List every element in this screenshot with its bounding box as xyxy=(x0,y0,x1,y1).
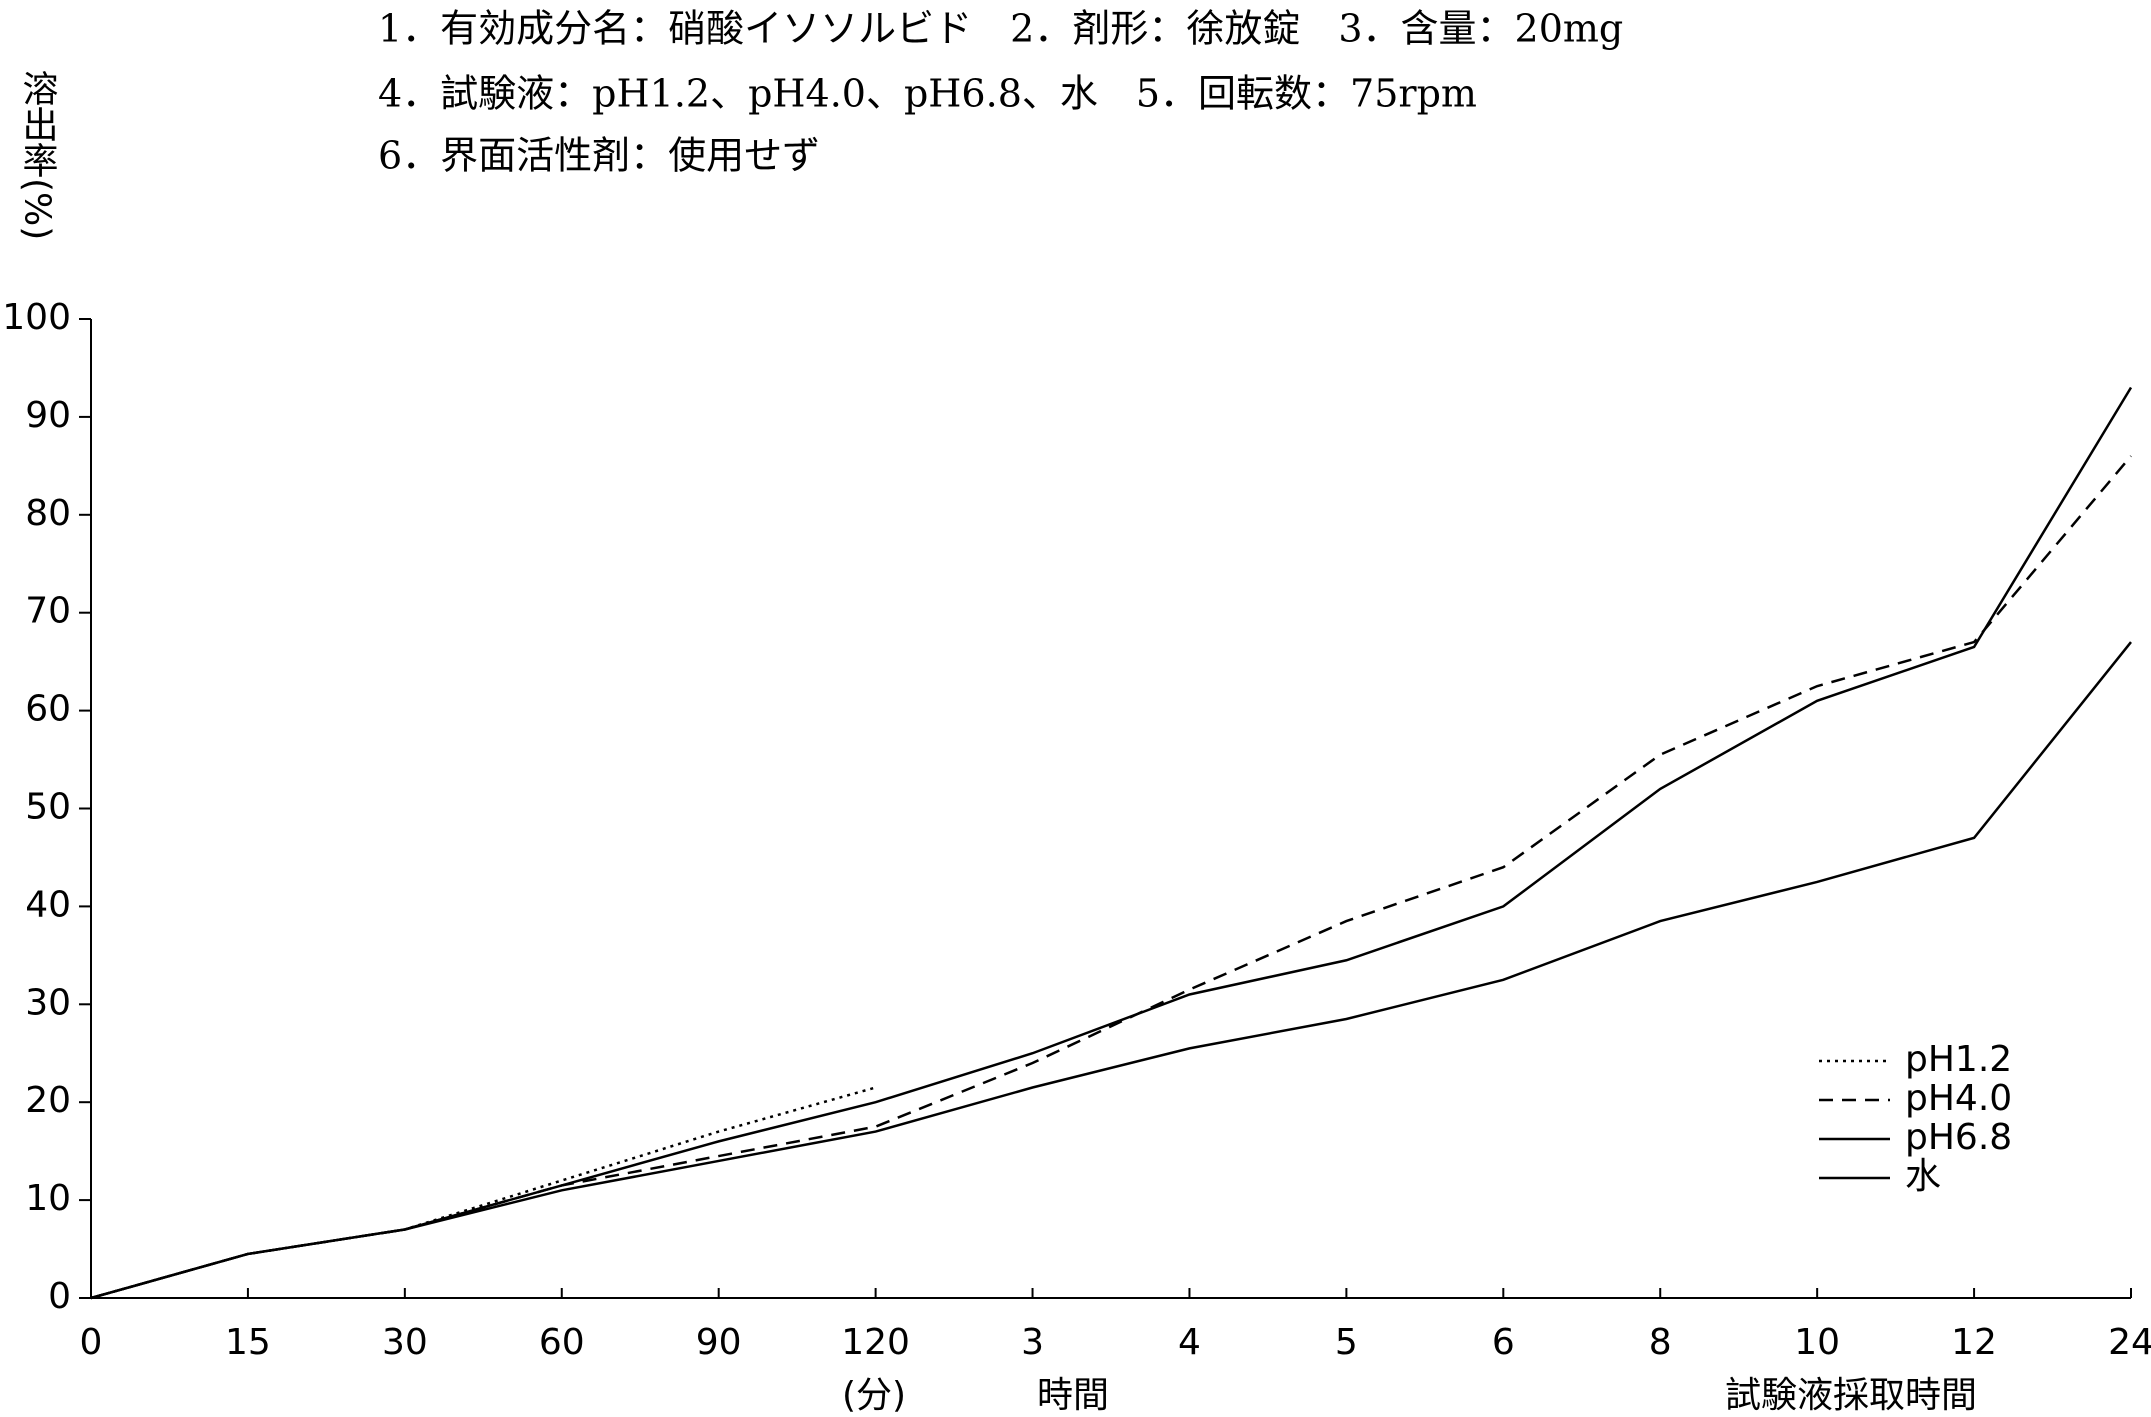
y-axis-label: 溶出率(%) xyxy=(17,70,58,241)
y-tick-label: 60 xyxy=(25,689,71,730)
y-tick-label: 80 xyxy=(25,493,71,534)
x-tick-label: 120 xyxy=(841,1322,910,1363)
series-line xyxy=(90,455,2132,1300)
y-tick-label: 90 xyxy=(25,395,71,436)
x-tick-label: 8 xyxy=(1649,1322,1672,1363)
x-tick-label: 90 xyxy=(696,1322,742,1363)
x-tick-label: 6 xyxy=(1492,1322,1515,1363)
x-tick-label: 15 xyxy=(225,1322,271,1363)
y-tick-label: 10 xyxy=(25,1178,71,1219)
x-tick-label: 3 xyxy=(1021,1322,1044,1363)
x-tick-label: 0 xyxy=(80,1322,103,1363)
x-axis-label: 時間 xyxy=(1037,1375,1109,1416)
legend-label: 水 xyxy=(1905,1156,1941,1197)
series-line xyxy=(90,386,2133,1300)
x-tick-label: 4 xyxy=(1178,1322,1201,1363)
legend-label: pH6.8 xyxy=(1905,1117,2012,1158)
legend-label: pH4.0 xyxy=(1905,1078,2012,1119)
series-line xyxy=(90,641,2132,1300)
x-axis-label: (分) xyxy=(842,1375,906,1416)
x-tick-label: 60 xyxy=(539,1322,585,1363)
y-tick-label: 70 xyxy=(25,591,71,632)
x-axis-label: 試験液採取時間 xyxy=(1725,1375,1977,1416)
y-tick-label: 20 xyxy=(25,1080,71,1121)
header-line: 4．試験液：pH1.2、pH4.0、pH6.8、水 5．回転数：75rpm xyxy=(378,72,1477,116)
x-tick-label: 5 xyxy=(1335,1322,1358,1363)
y-tick-label: 40 xyxy=(25,884,71,925)
x-tick-label: 10 xyxy=(1794,1322,1840,1363)
y-tick-label: 30 xyxy=(25,982,71,1023)
series-line xyxy=(90,1086,876,1300)
x-tick-label: 30 xyxy=(382,1322,428,1363)
header-line: 1．有効成分名：硝酸イソソルビド 2．剤形：徐放錠 3．含量：20mg xyxy=(378,7,1623,51)
legend-label: pH1.2 xyxy=(1905,1039,2012,1080)
y-tick-label: 100 xyxy=(2,297,71,338)
x-tick-label: 12 xyxy=(1951,1322,1997,1363)
x-tick-label: 24 xyxy=(2108,1322,2151,1363)
y-tick-label: 0 xyxy=(48,1276,71,1317)
header-line: 6．界面活性剤：使用せず xyxy=(378,134,820,178)
y-tick-label: 50 xyxy=(25,787,71,828)
